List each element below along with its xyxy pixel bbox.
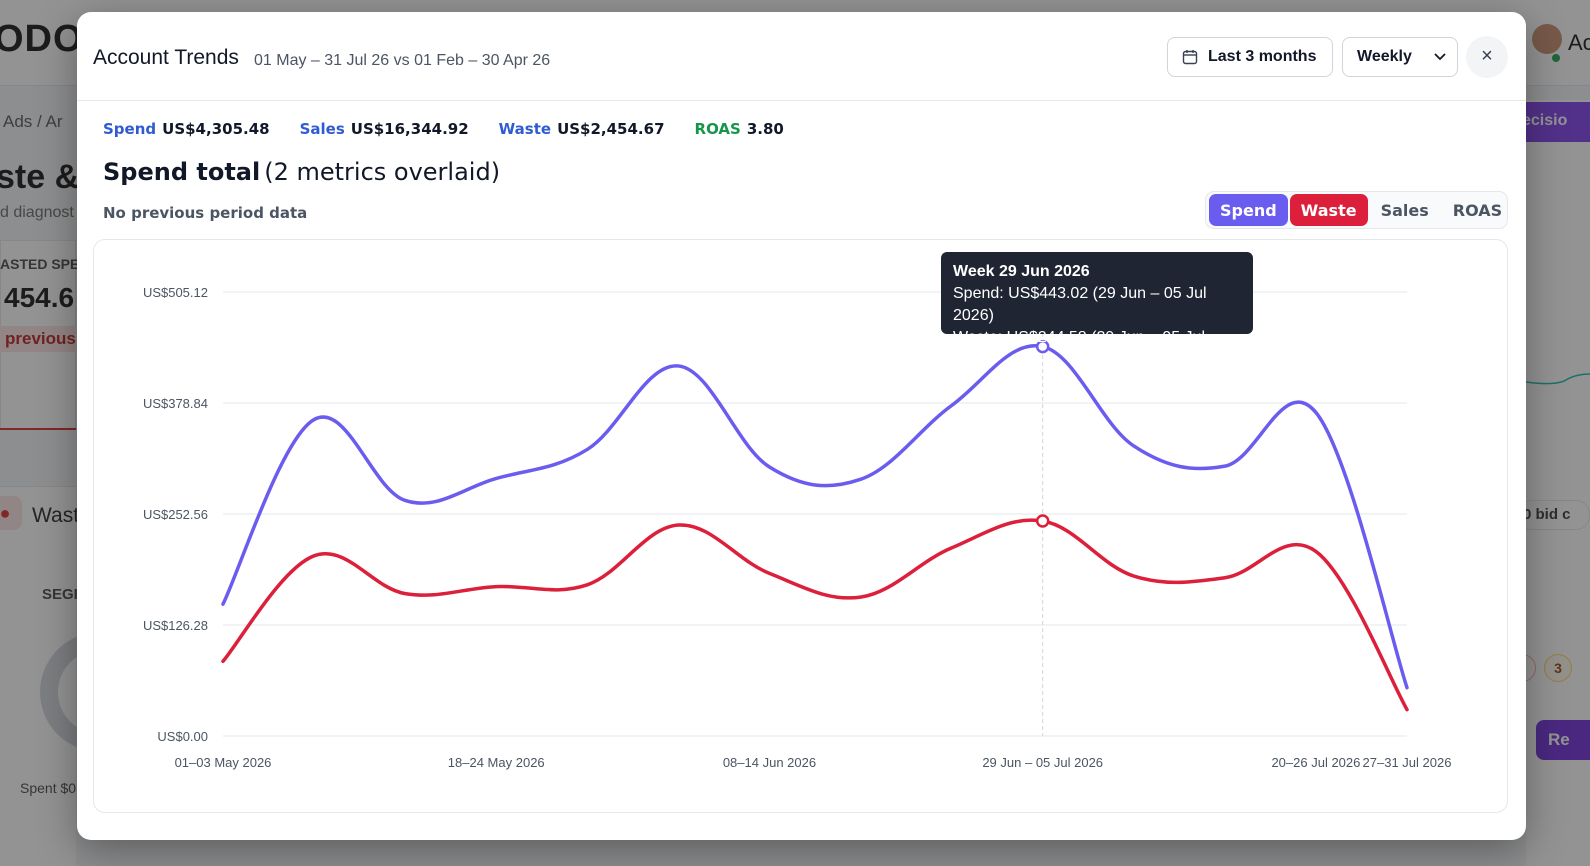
summary-waste: Waste US$2,454.67	[499, 120, 665, 138]
y-tick-label: US$505.12	[143, 285, 208, 300]
x-tick-label: 01–03 May 2026	[175, 755, 272, 770]
waste-data-point	[1035, 514, 1050, 528]
granularity-select[interactable]: Weekly	[1342, 37, 1458, 77]
tooltip-waste-line: Waste: US$244.58 (29 Jun – 05 Jul 2026)	[953, 329, 1205, 368]
spend-data-point	[1035, 339, 1050, 354]
granularity-label: Weekly	[1357, 48, 1412, 65]
x-tick-label: 18–24 May 2026	[448, 755, 545, 770]
y-tick-label: US$0.00	[157, 729, 208, 744]
summary-roas-label: ROAS	[694, 120, 741, 138]
chevron-down-icon	[1434, 53, 1446, 61]
summary-waste-label: Waste	[498, 120, 552, 138]
toggle-waste[interactable]: Waste	[1289, 194, 1368, 226]
y-tick-label: US$252.56	[143, 507, 208, 522]
modal-title: Account Trends	[93, 46, 239, 69]
toggle-sales[interactable]: Sales	[1380, 200, 1429, 220]
summary-spend-label: Spend	[103, 120, 157, 138]
summary-roas: ROAS 3.80	[695, 120, 784, 138]
chart-tooltip: Week 29 Jun 2026 Spend: US$443.02 (29 Ju…	[941, 252, 1253, 368]
toggle-roas[interactable]: ROAS	[1452, 200, 1503, 220]
modal-header: Account Trends 01 May – 31 Jul 26 vs 01 …	[77, 12, 1526, 101]
y-tick-label: US$126.28	[143, 618, 208, 633]
toggle-spend[interactable]: Spend	[1209, 194, 1288, 226]
waste-series-line	[221, 518, 1409, 712]
chart-title: Spend total (2 metrics overlaid)	[103, 158, 500, 186]
summary-sales-value: US$16,344.92	[350, 120, 469, 138]
close-button[interactable]: ×	[1466, 36, 1508, 78]
x-tick-label: 20–26 Jul 2026	[1271, 755, 1360, 770]
summary-spend: Spend US$4,305.48	[103, 120, 270, 138]
date-range-button[interactable]: Last 3 months	[1167, 37, 1333, 77]
x-tick-label: 27–31 Jul 2026	[1363, 755, 1452, 770]
summary-sales: Sales US$16,344.92	[300, 120, 469, 138]
chart-title-suffix: (2 metrics overlaid)	[264, 158, 501, 186]
x-tick-label: 08–14 Jun 2026	[723, 755, 816, 770]
summary-spend-value: US$4,305.48	[162, 120, 270, 138]
date-range-label: Last 3 months	[1208, 48, 1317, 65]
chart-card: US$0.00 US$126.28 US$252.56 US$378.84 US$505…	[93, 239, 1508, 813]
tooltip-title: Week 29 Jun 2026	[953, 263, 1090, 280]
metric-toggle: Spend Waste Sales ROAS	[1205, 191, 1508, 229]
x-tick-label: 29 Jun – 05 Jul 2026	[982, 755, 1103, 770]
summary-waste-value: US$2,454.67	[557, 120, 665, 138]
calendar-icon	[1182, 50, 1198, 65]
comparison-date-range: 01 May – 31 Jul 26 vs 01 Feb – 30 Apr 26	[254, 52, 551, 69]
summary-sales-label: Sales	[299, 120, 345, 138]
chart-title-main: Spend total	[103, 158, 261, 186]
summary-metrics: Spend US$4,305.48 Sales US$16,344.92 Was…	[103, 120, 784, 138]
account-trends-modal: Account Trends 01 May – 31 Jul 26 vs 01 …	[77, 12, 1526, 840]
previous-period-note: No previous period data	[103, 204, 308, 222]
y-tick-label: US$378.84	[143, 396, 208, 411]
summary-roas-value: 3.80	[746, 120, 784, 138]
spend-series-line	[221, 344, 1409, 690]
tooltip-spend-line: Spend: US$443.02 (29 Jun – 05 Jul 2026)	[953, 285, 1207, 324]
trend-chart[interactable]: US$0.00 US$126.28 US$252.56 US$378.84 US$505…	[94, 240, 1509, 814]
